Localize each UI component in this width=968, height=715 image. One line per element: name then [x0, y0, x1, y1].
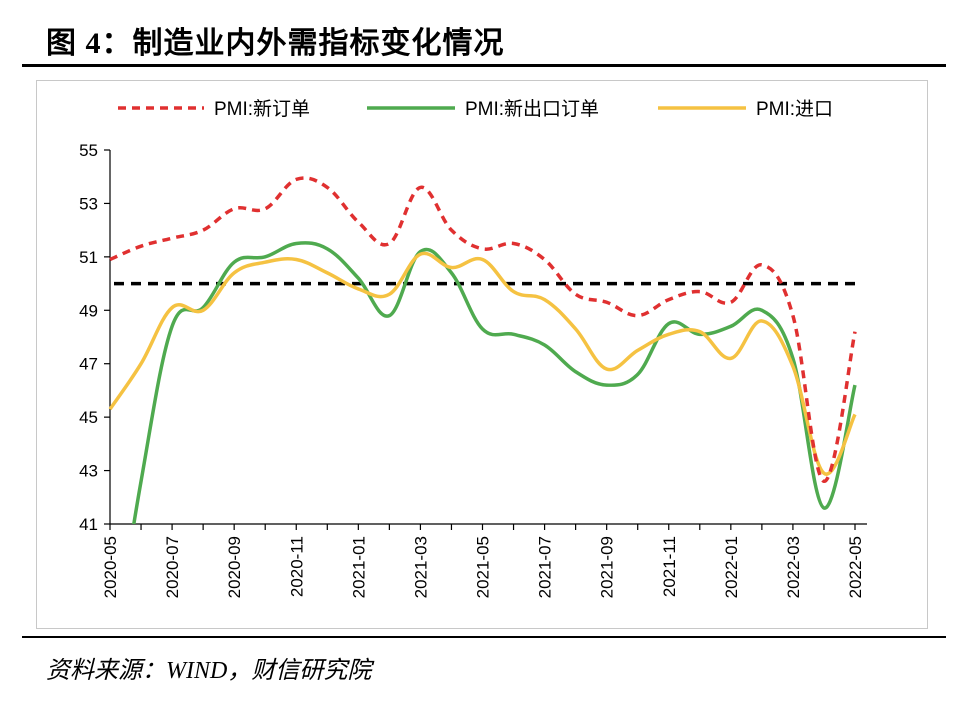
y-tick-label: 55	[79, 141, 98, 160]
series-line-imports	[108, 251, 857, 476]
chart-axes: 41 43 45 47 49 51 53 55 2020-05 2020-07 2020-09 202…	[79, 141, 867, 598]
y-tick-label: 49	[79, 301, 98, 320]
x-tick-label: 2021-07	[536, 536, 555, 598]
y-tick-label: 47	[79, 355, 98, 374]
y-tick-label: 45	[79, 408, 98, 427]
source-note: 资料来源：WIND，财信研究院	[46, 658, 372, 684]
x-tick-label: 2022-05	[846, 536, 865, 598]
series-line-new-orders	[109, 176, 857, 484]
x-tick-label: 2021-03	[411, 536, 430, 598]
x-tick-label: 2020-05	[101, 536, 120, 598]
x-tick-label: 2022-01	[722, 536, 741, 598]
chart-frame	[36, 80, 928, 629]
x-tick-label: 2022-03	[784, 536, 803, 598]
x-tick-label: 2021-11	[660, 536, 679, 597]
x-tick-label: 2021-01	[349, 536, 368, 598]
title-rule	[22, 64, 946, 67]
series-group	[108, 176, 857, 524]
x-tick-label: 2020-09	[225, 536, 244, 598]
x-tick-label: 2020-11	[287, 536, 306, 597]
series-line-new-export-orders	[132, 241, 857, 524]
y-tick-label: 43	[79, 462, 98, 481]
legend-label-new-export-orders: PMI:新出口订单	[465, 98, 599, 120]
x-tick-label: 2021-05	[474, 536, 493, 598]
y-tick-label: 51	[79, 248, 98, 267]
chart-legend: PMI:新订单 PMI:新出口订单 PMI:进口	[118, 98, 833, 120]
y-tick-label: 53	[79, 194, 98, 213]
source-rule	[22, 636, 946, 638]
x-tick-label: 2021-09	[598, 536, 617, 598]
figure-title: 图 4：制造业内外需指标变化情况	[46, 27, 505, 60]
x-tick-label: 2020-07	[163, 536, 182, 598]
y-tick-label: 41	[79, 515, 98, 534]
legend-label-new-orders: PMI:新订单	[214, 98, 310, 120]
legend-label-imports: PMI:进口	[756, 98, 833, 120]
